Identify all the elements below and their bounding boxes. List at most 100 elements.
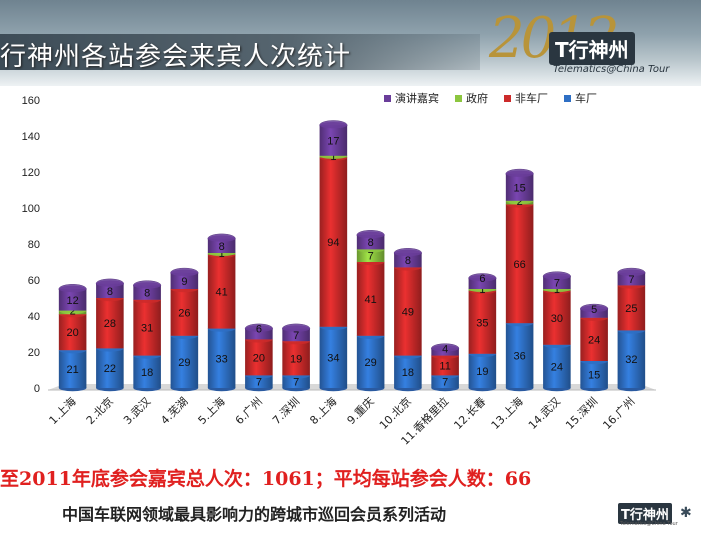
bar-segment <box>356 262 385 336</box>
bar-segment <box>431 355 459 376</box>
bar-stack: 29 41 7 8 <box>356 230 385 392</box>
data-label: 49 <box>402 307 414 319</box>
bar-segment <box>617 330 646 388</box>
bar-segment <box>245 328 273 340</box>
legend-label: 车厂 <box>575 92 597 105</box>
data-label: 8 <box>107 286 113 298</box>
legend-swatch <box>384 94 391 102</box>
data-label: 17 <box>327 136 339 148</box>
bar-segment-cap <box>543 273 571 280</box>
data-label: 32 <box>625 354 637 366</box>
data-label: 28 <box>104 318 116 330</box>
logo-name: T行神州 <box>549 32 635 65</box>
bar-segment <box>617 272 646 286</box>
bar-segment <box>282 375 310 388</box>
data-label: 8 <box>368 237 374 249</box>
data-label: 29 <box>365 357 377 369</box>
bar-segment <box>319 157 348 327</box>
x-tick-label: 13.上海 <box>488 394 526 432</box>
data-label: 18 <box>402 367 414 379</box>
bar-segment <box>543 276 571 289</box>
chart-floor <box>48 384 656 390</box>
bar-stack: 24 30 17 <box>542 271 571 392</box>
data-label: 11 <box>439 361 450 373</box>
data-label: 34 <box>327 352 339 364</box>
bar-segment <box>394 253 422 268</box>
bar-segment <box>58 350 87 388</box>
bar-segment-cap <box>133 282 161 289</box>
data-label: 19 <box>290 353 302 365</box>
bar-stack: 18 49 8 <box>393 248 422 392</box>
bar-segment-cap <box>394 249 422 257</box>
data-label: 20 <box>253 352 265 364</box>
bar-segment <box>96 348 124 388</box>
x-tick-label: 3.武汉 <box>121 395 153 427</box>
y-tick-label: 140 <box>22 131 40 143</box>
title-band <box>0 34 480 70</box>
x-tick-label: 14.武汉 <box>526 395 563 432</box>
data-label: 8 <box>405 255 411 267</box>
data-label: 2 <box>517 196 523 208</box>
bar-segment-cap <box>58 285 87 293</box>
data-label: 1 <box>219 248 225 260</box>
bar-segment <box>431 375 459 388</box>
data-label: 66 <box>514 259 526 271</box>
y-tick-label: 60 <box>28 275 40 287</box>
bar-segment <box>580 308 608 318</box>
x-tick-label: 7.深圳 <box>270 395 302 427</box>
bar-segment-cap <box>468 275 497 282</box>
y-tick-label: 100 <box>22 203 40 215</box>
bar-stack: 7 19 7 <box>282 323 311 392</box>
bar-segment <box>58 289 87 311</box>
bar-segment-cap <box>96 280 124 287</box>
legend-item: 非车厂 <box>504 90 548 106</box>
bar-segment <box>543 344 571 388</box>
bar-stack: 29 26 9 <box>170 267 199 392</box>
bar-stack: 7 20 6 <box>244 324 273 392</box>
bar-stack: 21 20 212 <box>58 284 87 392</box>
data-label: 94 <box>327 237 339 249</box>
bar-segment-cap <box>282 325 310 332</box>
data-label: 7 <box>368 251 374 263</box>
bar-segment <box>468 278 497 289</box>
bar-segment-cap <box>356 231 385 239</box>
bar-segment-cap <box>245 325 273 332</box>
data-label: 24 <box>588 334 600 346</box>
data-label: 1 <box>554 284 560 296</box>
legend-item: 演讲嘉宾 <box>384 90 439 106</box>
y-tick-label: 20 <box>28 347 40 359</box>
bar-segment <box>431 348 459 356</box>
legend-item: 政府 <box>455 90 488 106</box>
bar-segment <box>505 204 534 324</box>
data-label: 12 <box>67 295 79 307</box>
bar-segment <box>580 317 608 361</box>
bar-segment <box>394 267 422 356</box>
data-label: 20 <box>67 327 79 339</box>
bar-segment <box>133 299 161 356</box>
summary-text: 至2011年底参会嘉宾总人次：1061；平均每站参会人数：66 <box>0 468 532 490</box>
bar-stack: 34 94 1 17 <box>319 120 348 392</box>
bar-segment <box>505 173 534 201</box>
data-label: 6 <box>479 273 485 285</box>
bar-segment <box>58 314 87 351</box>
bar-segment <box>319 326 348 388</box>
bar-segment <box>356 335 385 388</box>
data-label: 33 <box>216 353 228 365</box>
y-tick-label: 120 <box>22 167 40 179</box>
x-tick-label: 10.北京 <box>376 394 414 432</box>
data-label: 25 <box>625 303 637 315</box>
legend-item: 车厂 <box>564 90 597 106</box>
bar-segment <box>617 285 646 331</box>
x-tick-label: 16.广州 <box>600 395 637 432</box>
bar-segment <box>170 335 199 388</box>
data-label: 26 <box>178 307 190 319</box>
footer-logo-subtitle: Telematics@China Tour <box>620 521 678 527</box>
bar-stack: 36 66 2 15 <box>505 168 534 392</box>
data-label: 29 <box>178 357 190 369</box>
bar-segment <box>282 341 310 376</box>
bar-segment <box>207 328 236 388</box>
summary-banner: 至2011年底参会嘉宾总人次：1061；平均每站参会人数：66 <box>0 462 701 492</box>
data-label: 41 <box>365 294 377 306</box>
legend-swatch <box>564 94 571 102</box>
data-label: 7 <box>256 377 262 389</box>
